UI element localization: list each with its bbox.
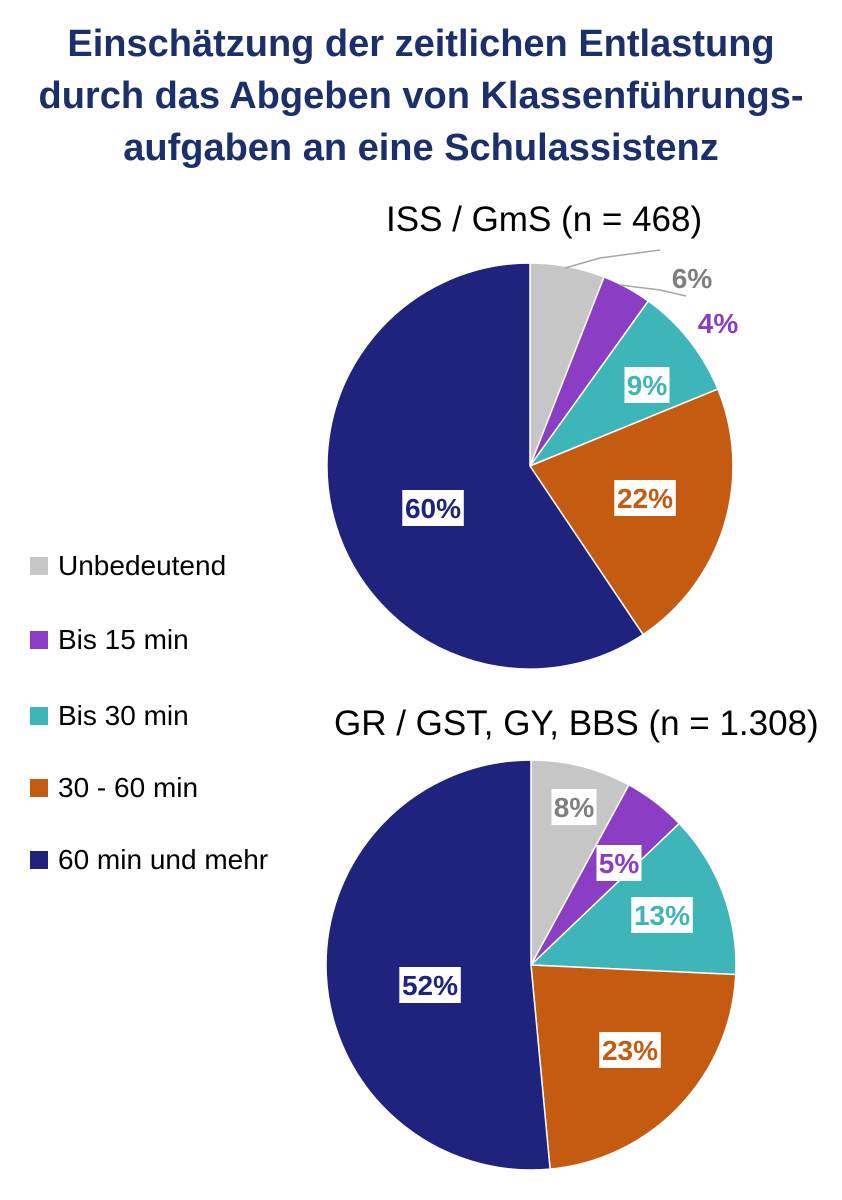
pie-1-label-30-60-min: 22% — [617, 483, 673, 514]
pie-1-slice-60-min-und-mehr — [326, 262, 645, 670]
legend-item-bis-15-min: Bis 15 min — [30, 622, 189, 658]
pie-1-leader-bis-15-min — [619, 284, 687, 297]
pie-2-label-30-60-min: 23% — [602, 1035, 658, 1066]
pie-1-label-box-30-60-min — [614, 480, 676, 516]
title-line-2: durch das Abgeben von Klassenführungs- — [38, 75, 804, 117]
legend-label-bis-30-min: Bis 30 min — [58, 700, 189, 731]
pie-chart-1-title: ISS / GmS (n = 468) — [386, 200, 703, 239]
legend-label-unbedeutend: Unbedeutend — [58, 550, 227, 581]
pie-chart-2: 8%5% 13% 23% 52% — [325, 759, 737, 1171]
pie-2-label-bis-15-min: 5% — [599, 848, 640, 879]
pie-1-label-box-60-min-und-mehr — [402, 490, 464, 526]
pie-2-label-box-unbedeutend — [551, 789, 597, 825]
pie-chart-1: 6% 4% 9% 22% 60% — [326, 249, 739, 670]
legend-label-bis-15-min: Bis 15 min — [58, 624, 189, 655]
legend-swatch-bis-15-min — [30, 631, 48, 649]
legend-label-30-60-min: 30 - 60 min — [58, 772, 199, 803]
pie-1-label-box-bis-30-min — [624, 367, 670, 403]
pie-chart-2-title: GR / GST, GY, BBS (n = 1.308) — [334, 704, 819, 743]
pie-2-label-box-30-60-min — [599, 1032, 661, 1068]
pie-1-label-bis-30-min: 9% — [627, 370, 668, 401]
pie-2-label-60-min-und-mehr: 52% — [402, 970, 458, 1001]
pie-2-label-box-bis-15-min — [596, 845, 642, 881]
pie-1-label-60-min-und-mehr: 60% — [405, 493, 461, 524]
pie-2-label-box-bis-30-min — [631, 897, 693, 933]
legend-swatch-bis-30-min — [30, 707, 48, 725]
pie-2-label-box-60-min-und-mehr — [399, 967, 461, 1003]
pie-2-label-unbedeutend: 8% — [554, 792, 595, 823]
legend-item-30-60-min: 30 - 60 min — [30, 770, 198, 806]
legend-item-60-min-und-mehr: 60 min und mehr — [30, 842, 268, 878]
legend-label-60-min-und-mehr: 60 min und mehr — [58, 844, 269, 875]
legend-item-bis-30-min: Bis 30 min — [30, 698, 189, 734]
legend-swatch-unbedeutend — [30, 557, 48, 575]
legend-swatch-30-60-min — [30, 779, 48, 797]
legend-item-unbedeutend: Unbedeutend — [30, 548, 226, 584]
pie-1-label-unbedeutend: 6% — [672, 263, 713, 294]
legend-swatch-60-min-und-mehr — [30, 851, 48, 869]
title-line-3: aufgaben an eine Schulassistenz — [123, 127, 719, 169]
pie-1-slice-bis-30-min — [527, 299, 719, 468]
chart-main-title: Einschätzung der zeitlichen Entlastung d… — [0, 18, 842, 174]
pie-1-leader-unbedeutend — [564, 249, 661, 269]
pie-2-label-bis-30-min: 13% — [634, 900, 690, 931]
title-line-1: Einschätzung der zeitlichen Entlastung — [67, 23, 775, 65]
pie-1-label-bis-15-min: 4% — [698, 308, 739, 339]
pie-2-slice-60-min-und-mehr — [325, 759, 551, 1171]
